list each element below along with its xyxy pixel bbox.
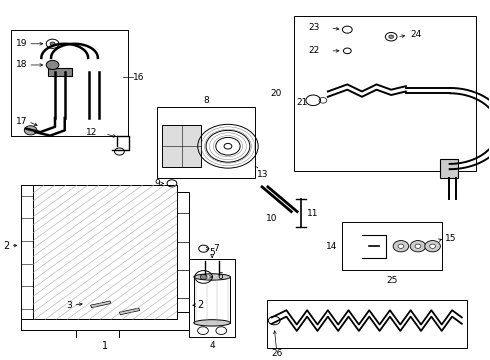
Text: 24: 24: [411, 31, 422, 40]
Text: 26: 26: [272, 350, 283, 359]
Circle shape: [430, 244, 436, 248]
Bar: [33, 185, 177, 319]
Text: 5: 5: [209, 248, 215, 257]
Text: 22: 22: [308, 46, 319, 55]
Circle shape: [398, 244, 404, 248]
Text: 2: 2: [197, 300, 203, 310]
Text: 12: 12: [86, 127, 98, 136]
Text: 1: 1: [102, 341, 108, 351]
Text: 15: 15: [445, 234, 456, 243]
Bar: [177, 192, 189, 312]
Text: 23: 23: [308, 23, 319, 32]
Bar: [11, 30, 128, 136]
Circle shape: [393, 240, 409, 252]
Text: 7: 7: [213, 244, 219, 253]
Text: 16: 16: [133, 73, 145, 82]
Text: 2: 2: [3, 240, 9, 251]
Bar: [294, 15, 476, 171]
Text: 18: 18: [16, 60, 27, 69]
Bar: [440, 159, 459, 178]
Bar: [162, 125, 201, 167]
Text: 19: 19: [16, 39, 27, 48]
Circle shape: [389, 35, 393, 39]
Text: 14: 14: [326, 242, 338, 251]
Circle shape: [200, 274, 207, 279]
Circle shape: [46, 60, 59, 69]
Text: 6: 6: [217, 273, 223, 282]
Text: 20: 20: [270, 89, 282, 98]
Bar: [33, 185, 177, 319]
Polygon shape: [119, 308, 140, 315]
Circle shape: [415, 244, 421, 248]
Bar: [48, 68, 72, 76]
Text: 13: 13: [257, 170, 269, 179]
Circle shape: [50, 42, 55, 46]
Ellipse shape: [194, 274, 230, 280]
Text: 4: 4: [209, 341, 215, 350]
Ellipse shape: [194, 320, 230, 326]
Text: 21: 21: [296, 98, 308, 107]
Bar: [157, 107, 255, 178]
Bar: [267, 300, 466, 348]
Text: 9: 9: [154, 179, 160, 188]
Text: 8: 8: [203, 96, 209, 105]
Text: 10: 10: [266, 214, 277, 223]
Bar: [189, 259, 235, 337]
Circle shape: [425, 240, 441, 252]
Text: 11: 11: [307, 209, 319, 218]
Polygon shape: [91, 301, 111, 308]
Circle shape: [24, 126, 37, 135]
Bar: [343, 222, 442, 270]
Text: 25: 25: [387, 276, 398, 285]
Bar: [194, 277, 230, 323]
Text: 3: 3: [66, 301, 72, 310]
Bar: [21, 185, 33, 319]
Text: 17: 17: [16, 117, 27, 126]
Circle shape: [410, 240, 426, 252]
